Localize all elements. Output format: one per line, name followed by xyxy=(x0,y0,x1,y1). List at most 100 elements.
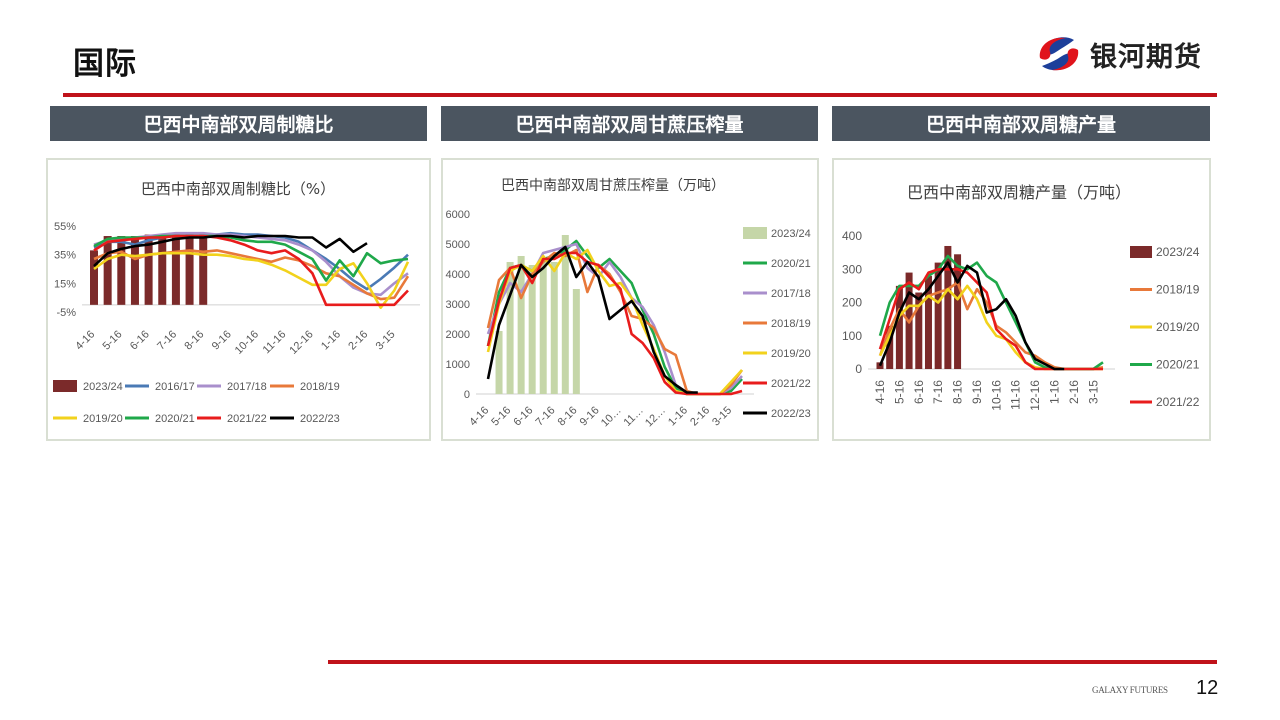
legend-label: 2020/21 xyxy=(155,413,195,425)
legend-label: 2018/19 xyxy=(771,318,811,330)
series-line xyxy=(93,234,368,268)
x-tick-label: 5-16 xyxy=(101,328,125,352)
x-tick-label: 4-16 xyxy=(73,328,97,352)
legend-swatch xyxy=(1130,246,1152,258)
company-logo: 银河期货 xyxy=(1036,32,1202,76)
chart-cane-crush: 巴西中南部双周甘蔗压榨量（万吨） 0 1000 2000 3000 4000 5000 600… xyxy=(441,158,819,441)
y-tick-label: 200 xyxy=(842,296,862,310)
bar xyxy=(561,235,569,394)
y-tick-label: 4000 xyxy=(446,269,470,281)
chart-svg: 巴西中南部双周甘蔗压榨量（万吨） 0 1000 2000 3000 4000 5000 600… xyxy=(446,177,811,429)
x-tick-label: 3-15 xyxy=(1086,380,1100,404)
bar xyxy=(144,234,153,305)
chart-title: 巴西中南部双周甘蔗压榨量（万吨） xyxy=(501,177,725,194)
bar xyxy=(924,275,932,369)
x-tick-label: 3-15 xyxy=(374,328,398,352)
legend-label: 2020/21 xyxy=(771,258,811,270)
panel-heading-sugar-output: 巴西中南部双周糖产量 xyxy=(832,106,1210,141)
series-line xyxy=(878,261,1065,371)
bar xyxy=(886,325,894,369)
x-tick-label: 3-15 xyxy=(710,404,734,428)
x-tick-label: 7-16 xyxy=(931,380,945,404)
y-tick-label: 1000 xyxy=(446,359,470,371)
legend-swatch xyxy=(53,380,77,392)
y-tick-label: 15% xyxy=(54,278,76,290)
bar xyxy=(495,331,503,394)
legend-label: 2023/24 xyxy=(1156,245,1200,259)
y-tick-label: 6000 xyxy=(446,209,470,221)
x-tick-label: 9-16 xyxy=(210,328,234,352)
bar xyxy=(915,292,923,369)
x-tick-label: 11-16 xyxy=(261,328,289,356)
y-tick-label: 2000 xyxy=(446,329,470,341)
panel-heading-cane-crush: 巴西中南部双周甘蔗压榨量 xyxy=(441,106,818,141)
legend-label: 2018/19 xyxy=(1156,283,1200,297)
legend-label: 2019/20 xyxy=(83,413,123,425)
bar xyxy=(185,234,194,305)
x-tick-label: 5-16 xyxy=(892,380,906,404)
bar xyxy=(199,234,208,305)
bar xyxy=(517,256,525,394)
chart-sugar-output: 巴西中南部双周糖产量（万吨） 0 100 200 300 400 4-16 5-16 6-16 7… xyxy=(832,158,1211,441)
bar xyxy=(158,234,167,305)
x-tick-label: 12-16 xyxy=(1028,380,1042,411)
legend-label: 2019/20 xyxy=(771,348,811,360)
legend-label: 2022/23 xyxy=(771,408,811,420)
legend-label: 2016/17 xyxy=(155,381,195,393)
chart-sugar-mix: 巴西中南部双周制糖比（%） -5% 15% 35% 55% 4-16 5-16 6-16 7-1… xyxy=(46,158,431,441)
bar xyxy=(117,236,126,305)
chart-svg: 巴西中南部双周糖产量（万吨） 0 100 200 300 400 4-16 5-16 6-16 7… xyxy=(842,183,1200,411)
legend-label: 2017/18 xyxy=(771,288,811,300)
legend-label: 2022/23 xyxy=(300,413,340,425)
x-tick-label: 6-16 xyxy=(912,380,926,404)
x-tick-label: 1-16 xyxy=(666,404,690,428)
legend-label: 2019/20 xyxy=(1156,320,1200,334)
x-tick-label: 1-16 xyxy=(319,328,343,352)
bar xyxy=(934,262,942,369)
bar xyxy=(171,234,180,305)
y-tick-label: 100 xyxy=(842,329,862,343)
page-title: 国际 xyxy=(73,46,137,82)
footer-brand: GALAXY FUTURES xyxy=(1092,685,1168,695)
series-line xyxy=(486,239,743,396)
y-tick-label: 5000 xyxy=(446,239,470,251)
series-line xyxy=(93,251,410,309)
chart-title: 巴西中南部双周糖产量（万吨） xyxy=(907,183,1131,202)
series-line xyxy=(878,284,1103,371)
series-line xyxy=(878,268,1103,371)
y-tick-label: -5% xyxy=(56,307,76,319)
bar xyxy=(944,245,952,369)
x-tick-label: 6-16 xyxy=(511,404,535,428)
series-line xyxy=(486,251,743,396)
bar xyxy=(954,254,962,369)
x-tick-label: 8-16 xyxy=(182,328,206,352)
y-tick-label: 0 xyxy=(464,389,470,401)
legend-label: 2020/21 xyxy=(1156,358,1200,372)
x-tick-label: 9-16 xyxy=(970,380,984,404)
bar xyxy=(130,236,139,305)
x-tick-label: 6-16 xyxy=(128,328,152,352)
bar xyxy=(103,236,112,305)
legend-label: 2017/18 xyxy=(227,381,267,393)
x-tick-label: 5-16 xyxy=(489,404,513,428)
bar xyxy=(572,289,580,394)
y-tick-label: 35% xyxy=(54,250,76,262)
x-tick-label: 8-16 xyxy=(556,404,580,428)
x-tick-label: 2-16 xyxy=(346,328,370,352)
legend-swatch xyxy=(743,227,767,239)
chart-svg: 巴西中南部双周制糖比（%） -5% 15% 35% 55% 4-16 5-16 6-16 7-1… xyxy=(53,180,420,425)
bar xyxy=(528,265,536,394)
bar xyxy=(90,250,98,305)
series-line xyxy=(93,234,409,307)
y-tick-label: 55% xyxy=(54,221,76,233)
x-tick-label: 12-16 xyxy=(287,328,315,356)
x-tick-label: 11-16 xyxy=(1009,380,1023,410)
series-line xyxy=(486,245,698,394)
title-divider xyxy=(63,93,1217,97)
page-number: 12 xyxy=(1196,677,1219,699)
y-tick-label: 3000 xyxy=(446,299,470,311)
x-tick-label: 9-16 xyxy=(578,404,602,428)
legend-label: 2021/22 xyxy=(771,378,811,390)
x-tick-label: 1-16 xyxy=(1048,380,1062,404)
y-tick-label: 400 xyxy=(842,229,862,243)
